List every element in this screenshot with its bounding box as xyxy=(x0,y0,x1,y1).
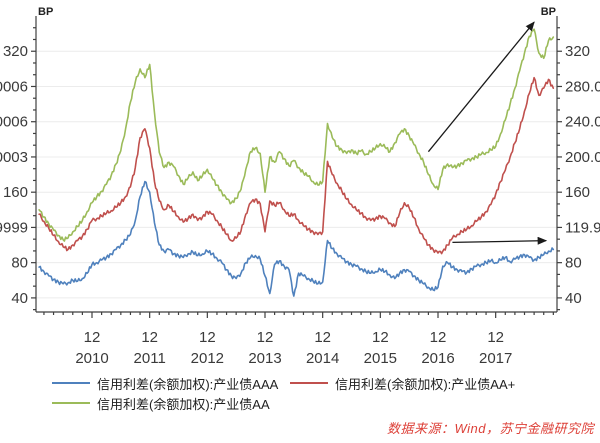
series-line-0 xyxy=(38,180,555,297)
y-tick-label-right: 200.00000000000003 xyxy=(565,149,600,166)
trend-arrow-right xyxy=(452,236,548,245)
y-tick-label-left: 200.00000000000003 xyxy=(0,149,28,166)
bp-unit-label-right: BP xyxy=(541,6,556,18)
x-month-label: 12 xyxy=(199,329,216,346)
series-line-2 xyxy=(38,28,555,242)
x-month-label: 12 xyxy=(372,329,389,346)
y-tick-label-right: 119.99999999999999 xyxy=(565,219,600,236)
legend-label-aa: 信用利差(余额加权):产业债AA xyxy=(97,396,270,412)
data-source-note: 数据来源：Wind，苏宁金融研究院 xyxy=(386,421,594,436)
legend-swatch-aa-plus-line xyxy=(290,382,328,384)
bp-unit-label-left: BP xyxy=(38,6,53,18)
legend-label-aa-plus: 信用利差(余额加权):产业债AA+ xyxy=(335,376,516,392)
legend-item-aa-plus: 信用利差(余额加权):产业债AA+ xyxy=(290,373,528,393)
x-year-label: 2015 xyxy=(364,350,397,367)
legend: 信用利差(余额加权):产业债AAA 信用利差(余额加权):产业债AA+ 信用利差… xyxy=(52,373,597,413)
axis-ticks xyxy=(31,27,562,318)
y-tick-label-right: 280.00000000000006 xyxy=(565,78,600,95)
legend-row-2: 信用利差(余额加权):产业债AA xyxy=(52,393,597,413)
x-month-label: 12 xyxy=(430,329,447,346)
x-month-label: 12 xyxy=(84,329,101,346)
legend-label-aaa: 信用利差(余额加权):产业债AAA xyxy=(97,376,279,392)
y-tick-label-left: 320 xyxy=(3,43,28,60)
y-tick-label-right: 240.00000000000006 xyxy=(565,114,600,131)
axis-tick-labels: 40 40 80 80 119.99999999999999 119.9999999999… xyxy=(0,43,600,367)
legend-row-1: 信用利差(余额加权):产业债AAA 信用利差(余额加权):产业债AA+ xyxy=(52,373,597,393)
x-month-label: 12 xyxy=(141,329,158,346)
series-line-1 xyxy=(38,76,555,255)
x-year-label: 2016 xyxy=(421,350,454,367)
y-tick-label-left: 160 xyxy=(3,184,28,201)
x-year-label: 2017 xyxy=(479,350,512,367)
legend-item-aaa: 信用利差(余额加权):产业债AAA xyxy=(52,373,290,393)
x-year-label: 2010 xyxy=(75,350,108,367)
y-tick-label-right: 160 xyxy=(565,184,590,201)
x-month-label: 12 xyxy=(257,329,274,346)
y-tick-label-left: 240.00000000000006 xyxy=(0,114,28,131)
y-tick-label-right: 320 xyxy=(565,43,590,60)
legend-swatch-aa-line xyxy=(52,402,90,404)
y-tick-label-left: 280.00000000000006 xyxy=(0,78,28,95)
series-lines xyxy=(38,28,555,297)
y-tick-label-left: 119.99999999999999 xyxy=(0,219,28,236)
x-month-label: 12 xyxy=(314,329,331,346)
y-tick-label-left: 80 xyxy=(11,255,28,272)
annotation-arrows xyxy=(427,21,548,245)
x-year-label: 2013 xyxy=(248,350,281,367)
legend-item-aa: 信用利差(余额加权):产业债AA xyxy=(52,393,290,413)
gridlines xyxy=(36,50,557,299)
x-year-label: 2011 xyxy=(134,350,166,367)
trend-arrow-up-right xyxy=(427,21,535,153)
x-year-label: 2014 xyxy=(306,350,339,367)
y-tick-label-left: 40 xyxy=(11,290,28,307)
credit-spread-chart: 40 40 80 80 119.99999999999999 119.9999999999… xyxy=(0,6,600,367)
x-year-label: 2012 xyxy=(191,350,224,367)
x-month-label: 12 xyxy=(487,329,504,346)
y-tick-label-right: 40 xyxy=(565,290,582,307)
legend-swatch-aaa-line xyxy=(52,382,90,384)
y-tick-label-right: 80 xyxy=(565,255,582,272)
